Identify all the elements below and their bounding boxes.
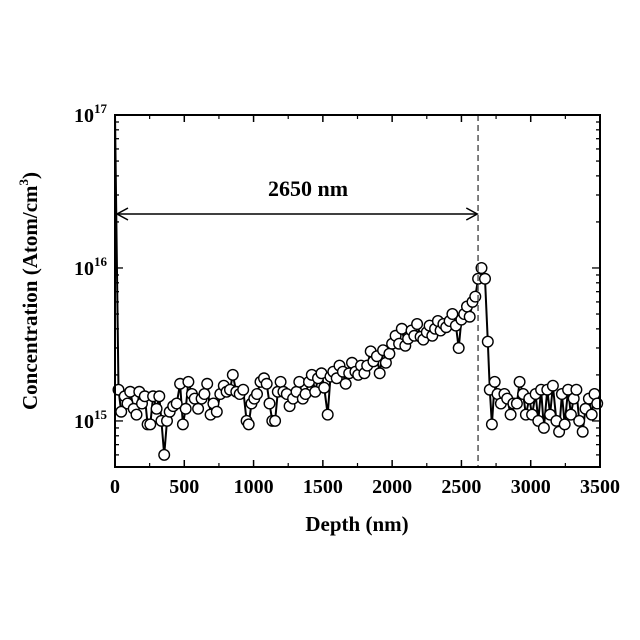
data-layer (113, 115, 602, 460)
data-point (270, 416, 281, 427)
x-tick-label: 3500 (580, 476, 620, 498)
data-point (180, 404, 191, 415)
x-tick-label: 3000 (511, 476, 551, 498)
data-point (322, 409, 333, 420)
data-point (412, 319, 423, 330)
data-point (470, 291, 481, 302)
x-axis: 0 500 1000 1500 2000 2500 3000 3500 (110, 115, 620, 498)
data-point (228, 370, 239, 381)
data-point (178, 419, 189, 430)
data-point (480, 274, 491, 285)
data-point (487, 419, 498, 430)
data-point (261, 379, 272, 390)
data-point (159, 450, 170, 461)
data-point (512, 398, 523, 409)
data-point (577, 426, 588, 437)
y-axis-label-main: Concentration (Atom/cm (18, 185, 42, 410)
data-point (505, 409, 516, 420)
x-tick-label: 1000 (234, 476, 274, 498)
data-point (151, 404, 162, 415)
data-point (397, 324, 408, 335)
data-point (340, 379, 351, 390)
data-point (489, 377, 500, 388)
data-point (264, 398, 275, 409)
x-tick-label: 2000 (372, 476, 412, 498)
x-axis-label: Depth (nm) (305, 512, 408, 536)
y-tick-label: 1015 (74, 407, 108, 433)
y-tick-label-exponent: 17 (94, 101, 108, 116)
x-tick-label: 0 (110, 476, 120, 498)
data-point (453, 343, 464, 354)
data-point (238, 384, 249, 395)
data-point (131, 409, 142, 420)
data-point (574, 416, 585, 427)
data-point (183, 377, 194, 388)
data-point (275, 377, 286, 388)
data-point (571, 384, 582, 395)
data-point (319, 382, 330, 393)
y-tick-label: 1017 (74, 101, 108, 127)
data-point (559, 419, 570, 430)
data-point (202, 379, 213, 390)
data-point (252, 389, 263, 400)
data-point (145, 419, 156, 430)
x-tick-label: 2500 (441, 476, 481, 498)
x-tick-label: 500 (169, 476, 199, 498)
y-tick-label: 1016 (74, 254, 108, 280)
data-point (193, 404, 204, 415)
data-point (212, 406, 223, 417)
y-axis-label: Concentration (Atom/cm3) (16, 172, 42, 410)
data-point (384, 348, 395, 359)
data-point (374, 368, 385, 379)
data-point (548, 380, 559, 391)
data-point (464, 311, 475, 322)
data-point (514, 377, 525, 388)
depth-annotation-label: 2650 nm (268, 176, 348, 201)
data-point (154, 391, 165, 402)
y-tick-label-base: 10 (74, 258, 94, 280)
y-tick-label-base: 10 (74, 411, 94, 433)
y-tick-label-exponent: 16 (94, 254, 108, 269)
data-point (300, 389, 311, 400)
data-point (586, 409, 597, 420)
data-point (243, 419, 254, 430)
data-point (199, 389, 210, 400)
data-point (483, 336, 494, 347)
x-tick-label: 1500 (303, 476, 343, 498)
data-point (539, 423, 550, 434)
y-tick-label-exponent: 15 (94, 407, 108, 422)
y-tick-label-base: 10 (74, 105, 94, 127)
y-axis-label-close: ) (18, 172, 42, 179)
